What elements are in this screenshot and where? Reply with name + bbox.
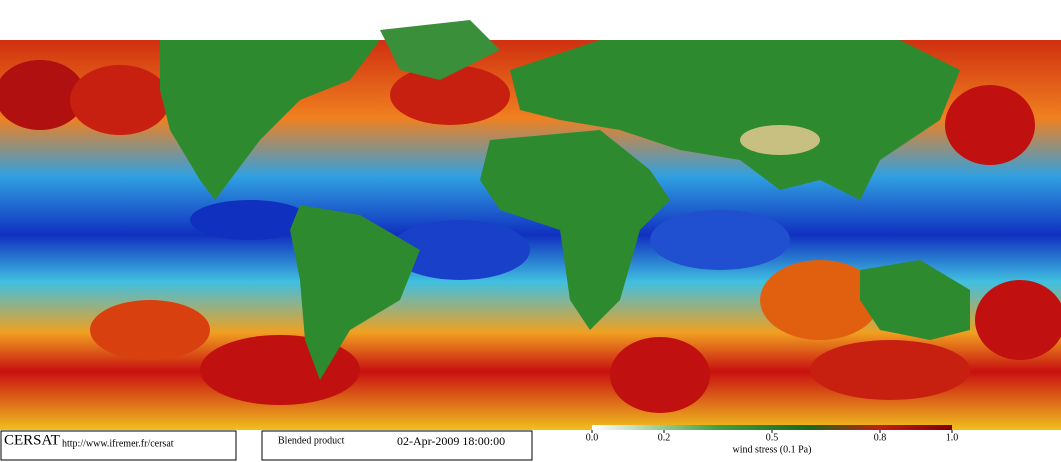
colorbar-tick-label: 0.5 (766, 432, 779, 443)
colorbar-tick-label: 0.0 (586, 432, 599, 443)
footer: CERSAT http://www.ifremer.fr/cersat Blen… (0, 425, 952, 461)
timestamp: 02-Apr-2009 18:00:00 (397, 434, 505, 448)
org-url: http://www.ifremer.fr/cersat (62, 438, 174, 449)
colorbar (592, 425, 952, 430)
colorbar-tick-label: 0.8 (874, 432, 887, 443)
colorbar-tick-label: 1.0 (946, 432, 959, 443)
colorbar-tick-label: 0.2 (658, 432, 671, 443)
colorbar-label: wind stress (0.1 Pa) (733, 444, 812, 455)
org-name: CERSAT (4, 432, 60, 448)
product-name: Blended product (278, 435, 345, 446)
